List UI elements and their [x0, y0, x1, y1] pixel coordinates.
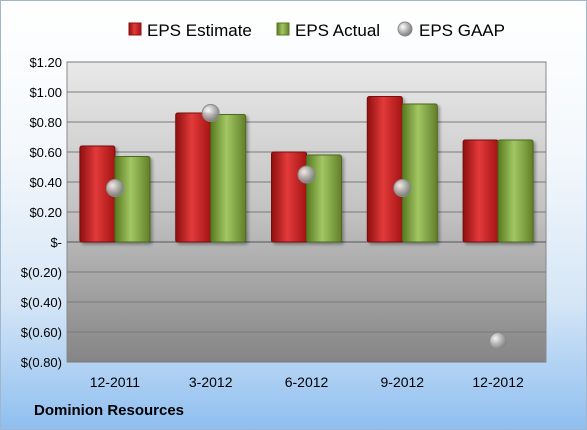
bar-eps-estimate	[175, 112, 212, 243]
gaap-markers	[105, 104, 508, 350]
x-tick-label: 3-2012	[189, 374, 233, 390]
legend-swatch-eps-actual	[276, 22, 290, 36]
y-axis-ticks: $1.20 $1.00 $0.80 $0.60 $0.40 $0.20 $- $(0.20) $…	[21, 55, 62, 370]
marker-eps-gaap	[489, 332, 508, 350]
legend: EPS Estimate EPS Actual EPS GAAP	[128, 21, 505, 40]
bars	[79, 96, 534, 243]
y-tick-label: $(0.20)	[21, 265, 62, 280]
legend-label-eps-actual: EPS Actual	[295, 21, 380, 40]
marker-eps-gaap	[201, 104, 220, 122]
x-tick-label: 12-2011	[90, 374, 141, 390]
marker-eps-gaap	[297, 165, 316, 184]
bar-eps-estimate	[271, 151, 307, 243]
x-axis-labels: 12-2011 3-2012 6-2012 9-2012 12-2012	[90, 374, 524, 390]
y-tick-label: $1.20	[29, 55, 62, 70]
y-tick-label: $1.00	[29, 85, 62, 100]
x-tick-label: 12-2012	[472, 374, 524, 390]
legend-marker-eps-gaap	[397, 21, 413, 37]
bar-eps-actual	[210, 114, 247, 243]
company-name: Dominion Resources	[34, 402, 185, 419]
y-tick-label: $0.80	[29, 115, 62, 130]
bar-eps-actual	[114, 156, 151, 243]
legend-label-eps-gaap: EPS GAAP	[419, 21, 505, 40]
y-tick-label: $(0.60)	[21, 325, 62, 340]
y-tick-label: $(0.40)	[21, 295, 62, 310]
y-tick-label: $-	[50, 235, 62, 250]
y-tick-label: $0.40	[29, 175, 62, 190]
y-tick-label: $0.60	[29, 145, 62, 160]
bar-eps-estimate	[366, 96, 403, 243]
y-tick-label: $0.20	[29, 205, 62, 220]
legend-label-eps-estimate: EPS Estimate	[147, 21, 252, 40]
bar-eps-actual	[306, 154, 342, 243]
bar-eps-estimate	[462, 139, 499, 243]
x-tick-label: 6-2012	[285, 374, 329, 390]
marker-eps-gaap	[393, 179, 412, 197]
bar-eps-actual	[401, 103, 438, 243]
bar-eps-actual	[497, 139, 534, 243]
y-tick-label: $(0.80)	[21, 355, 62, 370]
x-tick-label: 9-2012	[381, 374, 425, 390]
legend-swatch-eps-estimate	[128, 22, 142, 36]
marker-eps-gaap	[105, 179, 124, 197]
